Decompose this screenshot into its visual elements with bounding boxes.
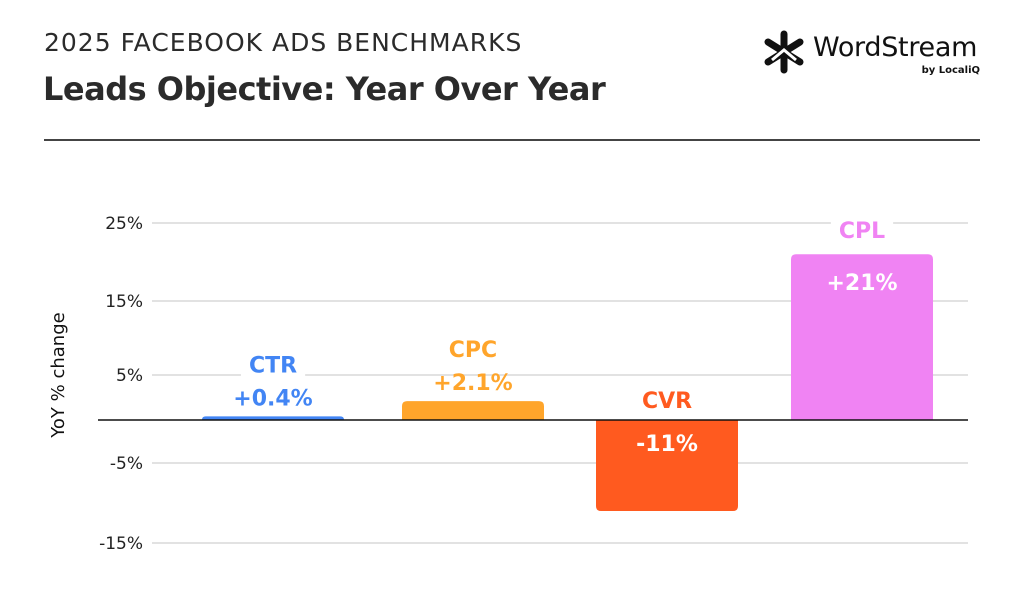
y-tick-label: -15%: [99, 534, 143, 554]
value-label-cvr: -11%: [636, 432, 698, 457]
bar-cpl: [791, 254, 933, 420]
wordstream-logo: WordStream by LocaliQ: [762, 30, 992, 80]
value-label-ctr: +0.4%: [233, 386, 312, 411]
y-axis-ticks: 25% 15% 5% -5% -15%: [99, 214, 143, 554]
y-tick-label: 25%: [105, 214, 143, 234]
bar-labels: CTR +0.4% CPC +2.1% CVR -11% CPL +21%: [233, 217, 898, 457]
y-axis-label: YoY % change: [48, 312, 69, 438]
value-label-cpc: +2.1%: [433, 371, 512, 396]
label-background: [240, 351, 306, 381]
header-divider: [44, 139, 980, 141]
chart-title: Leads Objective: Year Over Year: [43, 70, 606, 108]
category-label-cpc: CPC: [449, 338, 497, 363]
wordstream-asterisk-icon: [764, 30, 804, 74]
label-background: [633, 387, 701, 416]
category-label-ctr: CTR: [249, 353, 297, 378]
y-tick-label: -5%: [110, 454, 143, 474]
bars: [202, 254, 933, 511]
label-background: [830, 217, 894, 247]
label-background: [440, 336, 506, 366]
chart-kicker: 2025 FACEBOOK ADS BENCHMARKS: [44, 28, 523, 57]
bar-ctr: [202, 416, 344, 420]
logo-wordmark: WordStream: [813, 32, 978, 63]
category-label-cvr: CVR: [642, 389, 692, 414]
category-label-cpl: CPL: [839, 219, 885, 244]
bar-cvr: [596, 420, 738, 511]
bar-cpc: [402, 401, 544, 420]
value-label-cpl: +21%: [826, 271, 897, 296]
logo-subtext: by LocaliQ: [921, 65, 980, 76]
y-tick-label: 5%: [116, 366, 143, 386]
y-tick-label: 15%: [105, 292, 143, 312]
